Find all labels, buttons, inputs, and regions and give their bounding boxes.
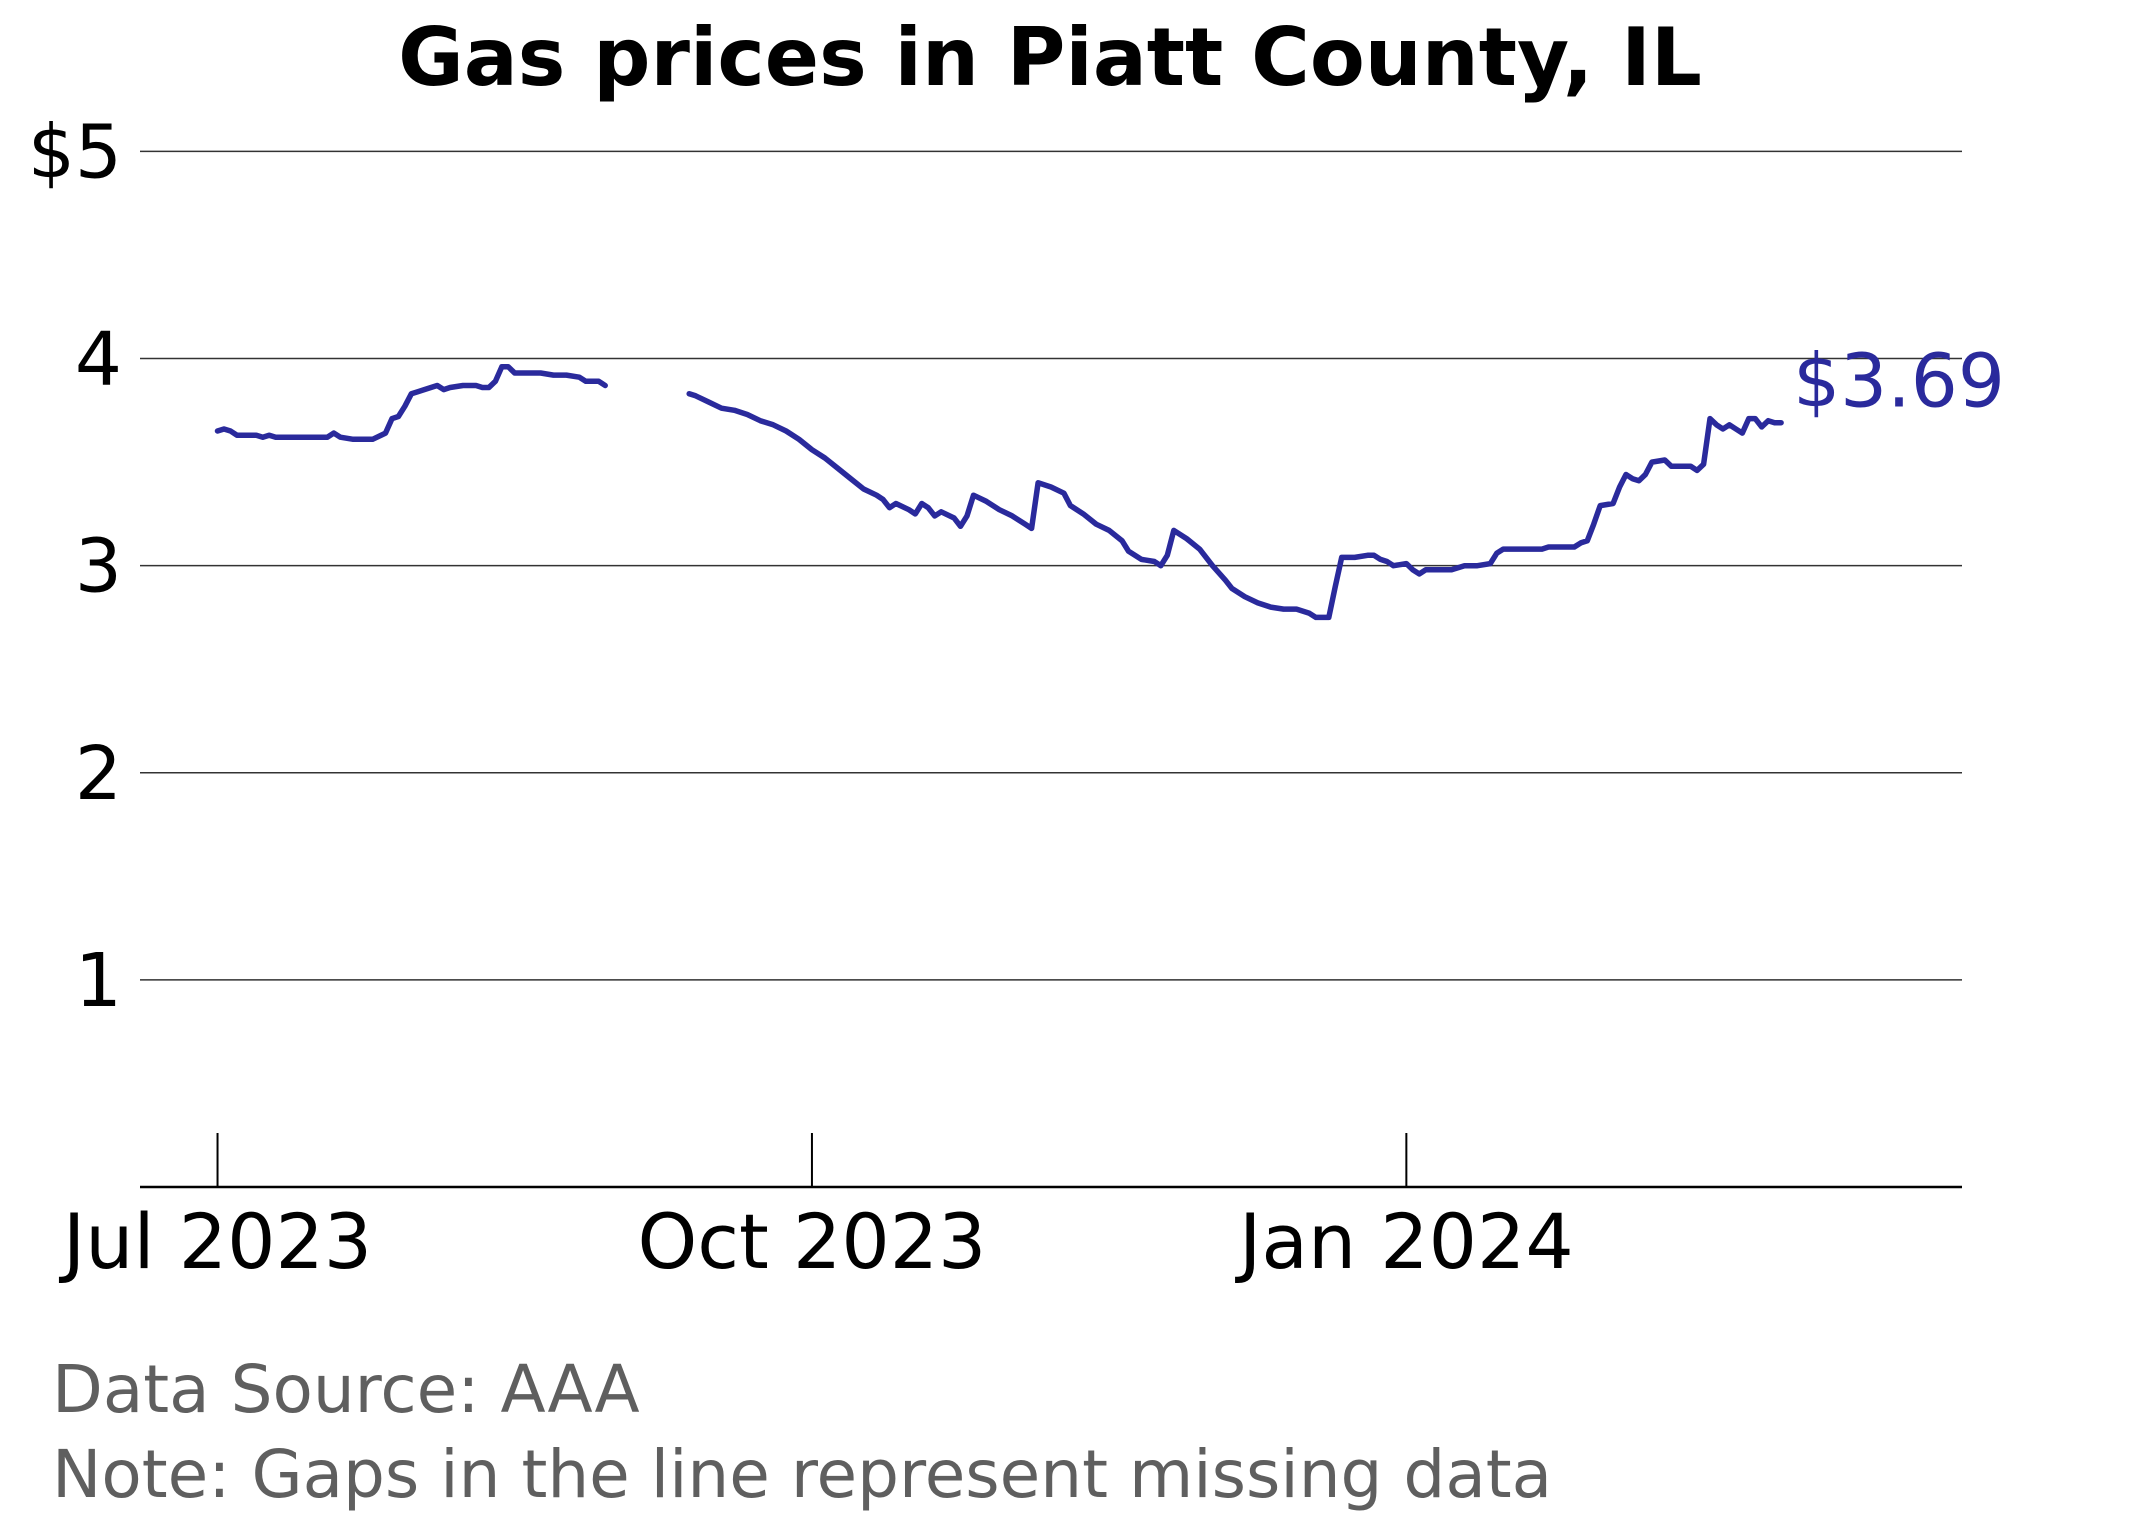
- x-tick-label: Oct 2023: [637, 1197, 986, 1286]
- chart-title: Gas prices in Piatt County, IL: [398, 11, 1702, 104]
- price-series: [214, 364, 1784, 621]
- y-tick-label: 3: [75, 524, 122, 610]
- gap-note: Note: Gaps in the line represent missing…: [52, 1436, 1552, 1513]
- x-tick-label: Jan 2024: [1235, 1197, 1574, 1286]
- x-axis: Jul 2023 Oct 2023 Jan 2024: [59, 1133, 1962, 1286]
- gridlines: [140, 150, 1962, 981]
- series-line-segment: [214, 364, 608, 443]
- source-note: Data Source: AAA: [52, 1351, 640, 1428]
- end-value-label: $3.69: [1793, 339, 2005, 425]
- y-tick-label: 2: [75, 731, 122, 817]
- x-tick-label: Jul 2023: [59, 1197, 372, 1286]
- y-tick-label: 4: [75, 317, 122, 403]
- series-line-segment: [686, 390, 1784, 621]
- y-tick-label: $5: [28, 109, 122, 195]
- y-tick-label: 1: [75, 938, 122, 1024]
- y-axis-tick-labels: $5 4 3 2 1: [28, 109, 122, 1023]
